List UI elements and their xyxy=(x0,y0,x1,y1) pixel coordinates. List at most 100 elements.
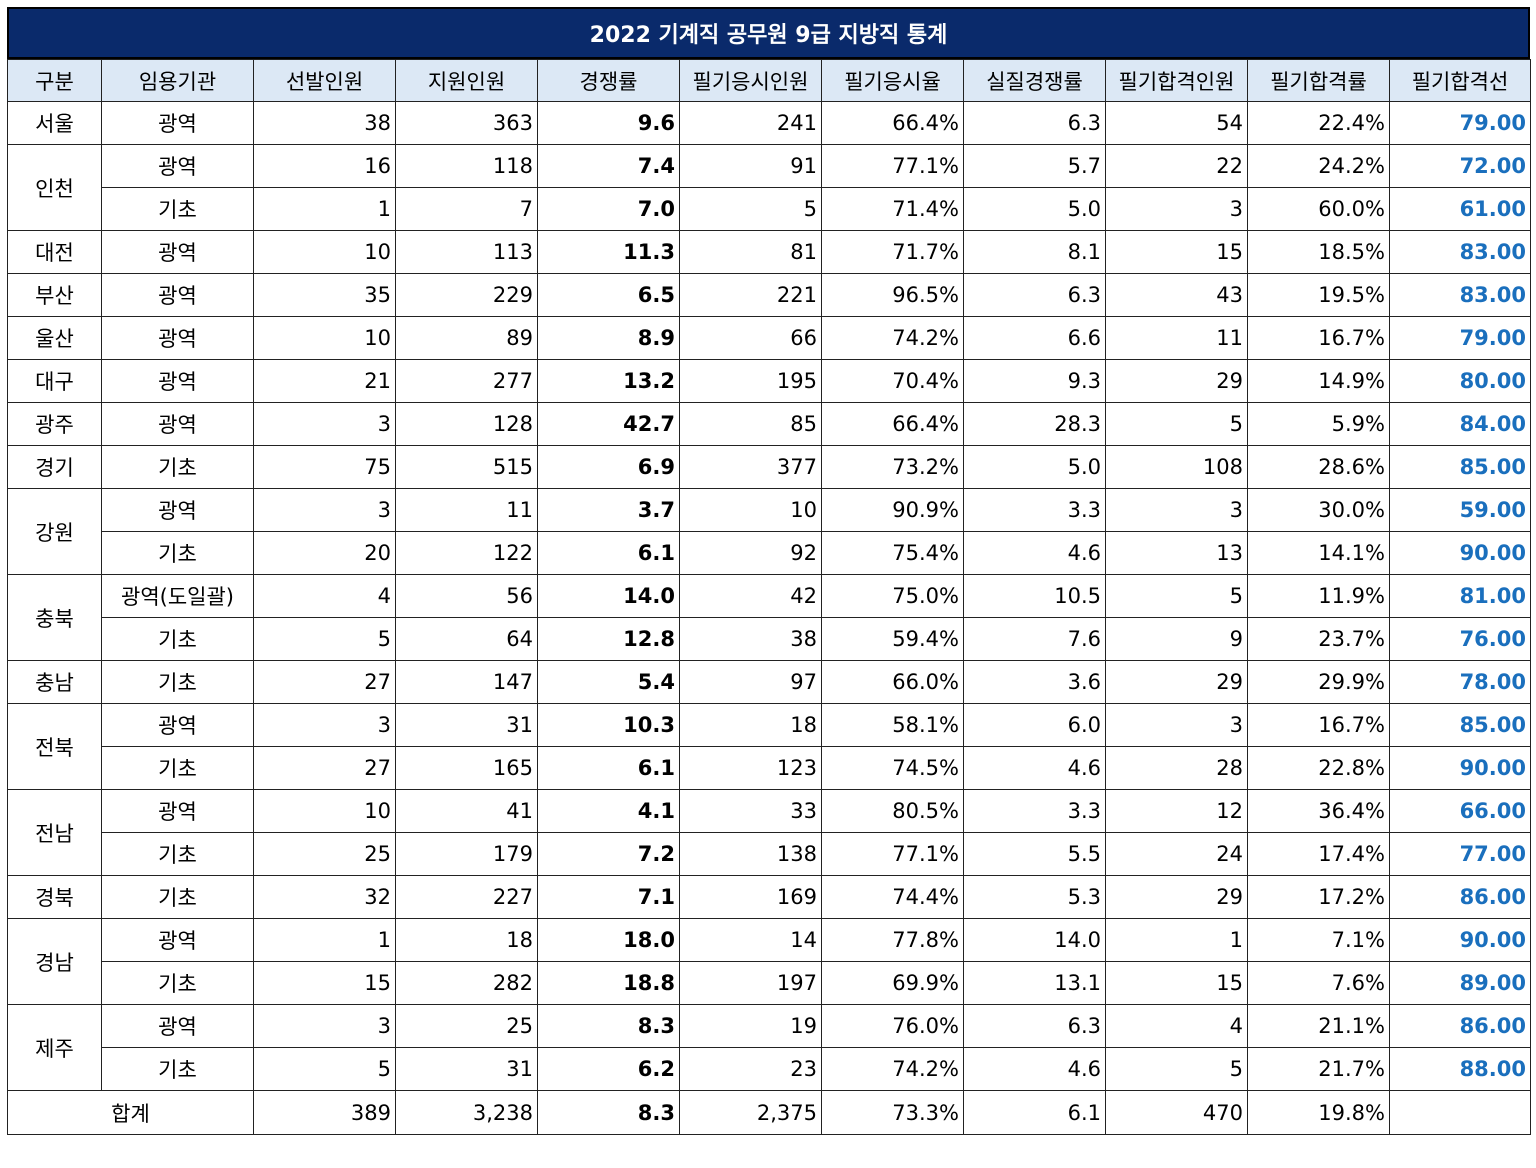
pass-rate-cell: 17.4% xyxy=(1247,832,1390,876)
attendance-rate-cell: 75.4% xyxy=(821,531,964,575)
attendance-rate-cell: 66.4% xyxy=(821,402,964,446)
pass-rate-cell: 18.5% xyxy=(1247,230,1390,274)
applicants-cell: 122 xyxy=(395,531,538,575)
attendance-rate-cell: 75.0% xyxy=(821,574,964,618)
attendance-rate-cell: 77.1% xyxy=(821,832,964,876)
applicants-cell: 31 xyxy=(395,1047,538,1091)
competition-rate-cell: 8.3 xyxy=(537,1004,680,1048)
agency-cell: 광역 xyxy=(101,703,254,747)
competition-rate-cell: 18.0 xyxy=(537,918,680,962)
real-competition-cell: 5.0 xyxy=(963,187,1106,231)
selected-cell: 38 xyxy=(253,101,396,145)
passers-cell: 15 xyxy=(1105,961,1248,1005)
real-competition-cell: 5.3 xyxy=(963,875,1106,919)
real-competition-cell: 6.0 xyxy=(963,703,1106,747)
table-row: 경북 기초 32 227 7.1 169 74.4% 5.3 29 17.2% 86.00 xyxy=(7,875,1531,919)
passers-cell: 29 xyxy=(1105,359,1248,403)
real-competition-cell: 4.6 xyxy=(963,531,1106,575)
selected-cell: 10 xyxy=(253,789,396,833)
header-real-competition: 실질경쟁률 xyxy=(963,59,1106,102)
cutoff-cell: 90.00 xyxy=(1389,746,1531,790)
agency-cell: 광역 xyxy=(101,316,254,360)
applicants-cell: 515 xyxy=(395,445,538,489)
total-passers-cell: 470 xyxy=(1105,1090,1248,1135)
table-row: 기초 27 165 6.1 123 74.5% 4.6 28 22.8% 90.00 xyxy=(8,746,1531,790)
applicants-cell: 165 xyxy=(395,746,538,790)
agency-cell: 광역 xyxy=(101,402,254,446)
pass-rate-cell: 7.6% xyxy=(1247,961,1390,1005)
passers-cell: 3 xyxy=(1105,187,1248,231)
real-competition-cell: 3.3 xyxy=(963,488,1106,532)
region-cell: 대구 xyxy=(7,359,102,403)
cutoff-cell: 86.00 xyxy=(1389,1004,1531,1048)
selected-cell: 1 xyxy=(253,187,396,231)
applicants-cell: 128 xyxy=(395,402,538,446)
region-cell: 전남 xyxy=(7,789,102,876)
selected-cell: 1 xyxy=(253,918,396,962)
selected-cell: 5 xyxy=(253,617,396,661)
competition-rate-cell: 14.0 xyxy=(537,574,680,618)
exam-takers-cell: 138 xyxy=(679,832,822,876)
exam-takers-cell: 19 xyxy=(679,1004,822,1048)
passers-cell: 5 xyxy=(1105,1047,1248,1091)
cutoff-cell: 72.00 xyxy=(1389,144,1531,188)
attendance-rate-cell: 80.5% xyxy=(821,789,964,833)
passers-cell: 43 xyxy=(1105,273,1248,317)
table-row: 기초 5 31 6.2 23 74.2% 4.6 5 21.7% 88.00 xyxy=(8,1047,1531,1091)
region-cell: 대전 xyxy=(7,230,102,274)
header-cutoff: 필기합격선 xyxy=(1389,59,1531,102)
passers-cell: 5 xyxy=(1105,402,1248,446)
stats-sheet: 2022 기계직 공무원 9급 지방직 통계 구분 임용기관 선발인원 지원인원… xyxy=(7,7,1531,1135)
table-row: 충북 광역(도일괄) 4 56 14.0 42 75.0% 10.5 5 11.9% 81.00 xyxy=(7,574,1531,661)
cutoff-cell: 83.00 xyxy=(1389,273,1531,317)
agency-cell: 광역 xyxy=(101,789,254,833)
total-exam-takers-cell: 2,375 xyxy=(679,1090,822,1135)
applicants-cell: 11 xyxy=(395,488,538,532)
table-row: 기초 20 122 6.1 92 75.4% 4.6 13 14.1% 90.00 xyxy=(8,531,1531,575)
total-label: 합계 xyxy=(7,1090,254,1135)
agency-cell: 기초 xyxy=(101,445,254,489)
pass-rate-cell: 60.0% xyxy=(1247,187,1390,231)
pass-rate-cell: 11.9% xyxy=(1247,574,1390,618)
exam-takers-cell: 66 xyxy=(679,316,822,360)
competition-rate-cell: 4.1 xyxy=(537,789,680,833)
agency-cell: 기초 xyxy=(101,1047,254,1091)
cutoff-cell: 85.00 xyxy=(1389,445,1531,489)
agency-cell: 기초 xyxy=(101,961,254,1005)
selected-cell: 25 xyxy=(253,832,396,876)
region-cell: 경남 xyxy=(7,918,102,1005)
header-row: 구분 임용기관 선발인원 지원인원 경쟁률 필기응시인원 필기응시율 실질경쟁률… xyxy=(7,59,1531,102)
competition-rate-cell: 5.4 xyxy=(537,660,680,704)
table-row: 경남 광역 1 18 18.0 14 77.8% 14.0 1 7.1% 90.00 xyxy=(7,918,1531,1005)
total-row: 합계 389 3,238 8.3 2,375 73.3% 6.1 470 19.8% xyxy=(7,1090,1531,1135)
passers-cell: 5 xyxy=(1105,574,1248,618)
passers-cell: 4 xyxy=(1105,1004,1248,1048)
selected-cell: 16 xyxy=(253,144,396,188)
applicants-cell: 147 xyxy=(395,660,538,704)
table-row: 기초 1 7 7.0 5 71.4% 5.0 3 60.0% 61.00 xyxy=(8,187,1531,231)
real-competition-cell: 7.6 xyxy=(963,617,1106,661)
agency-cell: 기초 xyxy=(101,660,254,704)
table-title: 2022 기계직 공무원 9급 지방직 통계 xyxy=(7,7,1530,59)
exam-takers-cell: 195 xyxy=(679,359,822,403)
applicants-cell: 25 xyxy=(395,1004,538,1048)
passers-cell: 3 xyxy=(1105,703,1248,747)
total-attendance-rate-cell: 73.3% xyxy=(821,1090,964,1135)
competition-rate-cell: 18.8 xyxy=(537,961,680,1005)
total-selected-cell: 389 xyxy=(253,1090,396,1135)
table-row: 충남 기초 27 147 5.4 97 66.0% 3.6 29 29.9% 78.00 xyxy=(7,660,1531,704)
real-competition-cell: 5.7 xyxy=(963,144,1106,188)
exam-takers-cell: 241 xyxy=(679,101,822,145)
selected-cell: 20 xyxy=(253,531,396,575)
passers-cell: 3 xyxy=(1105,488,1248,532)
real-competition-cell: 5.0 xyxy=(963,445,1106,489)
pass-rate-cell: 16.7% xyxy=(1247,703,1390,747)
passers-cell: 15 xyxy=(1105,230,1248,274)
agency-cell: 광역 xyxy=(101,144,254,188)
pass-rate-cell: 14.1% xyxy=(1247,531,1390,575)
cutoff-cell: 77.00 xyxy=(1389,832,1531,876)
exam-takers-cell: 42 xyxy=(679,574,822,618)
applicants-cell: 18 xyxy=(395,918,538,962)
exam-takers-cell: 38 xyxy=(679,617,822,661)
applicants-cell: 64 xyxy=(395,617,538,661)
